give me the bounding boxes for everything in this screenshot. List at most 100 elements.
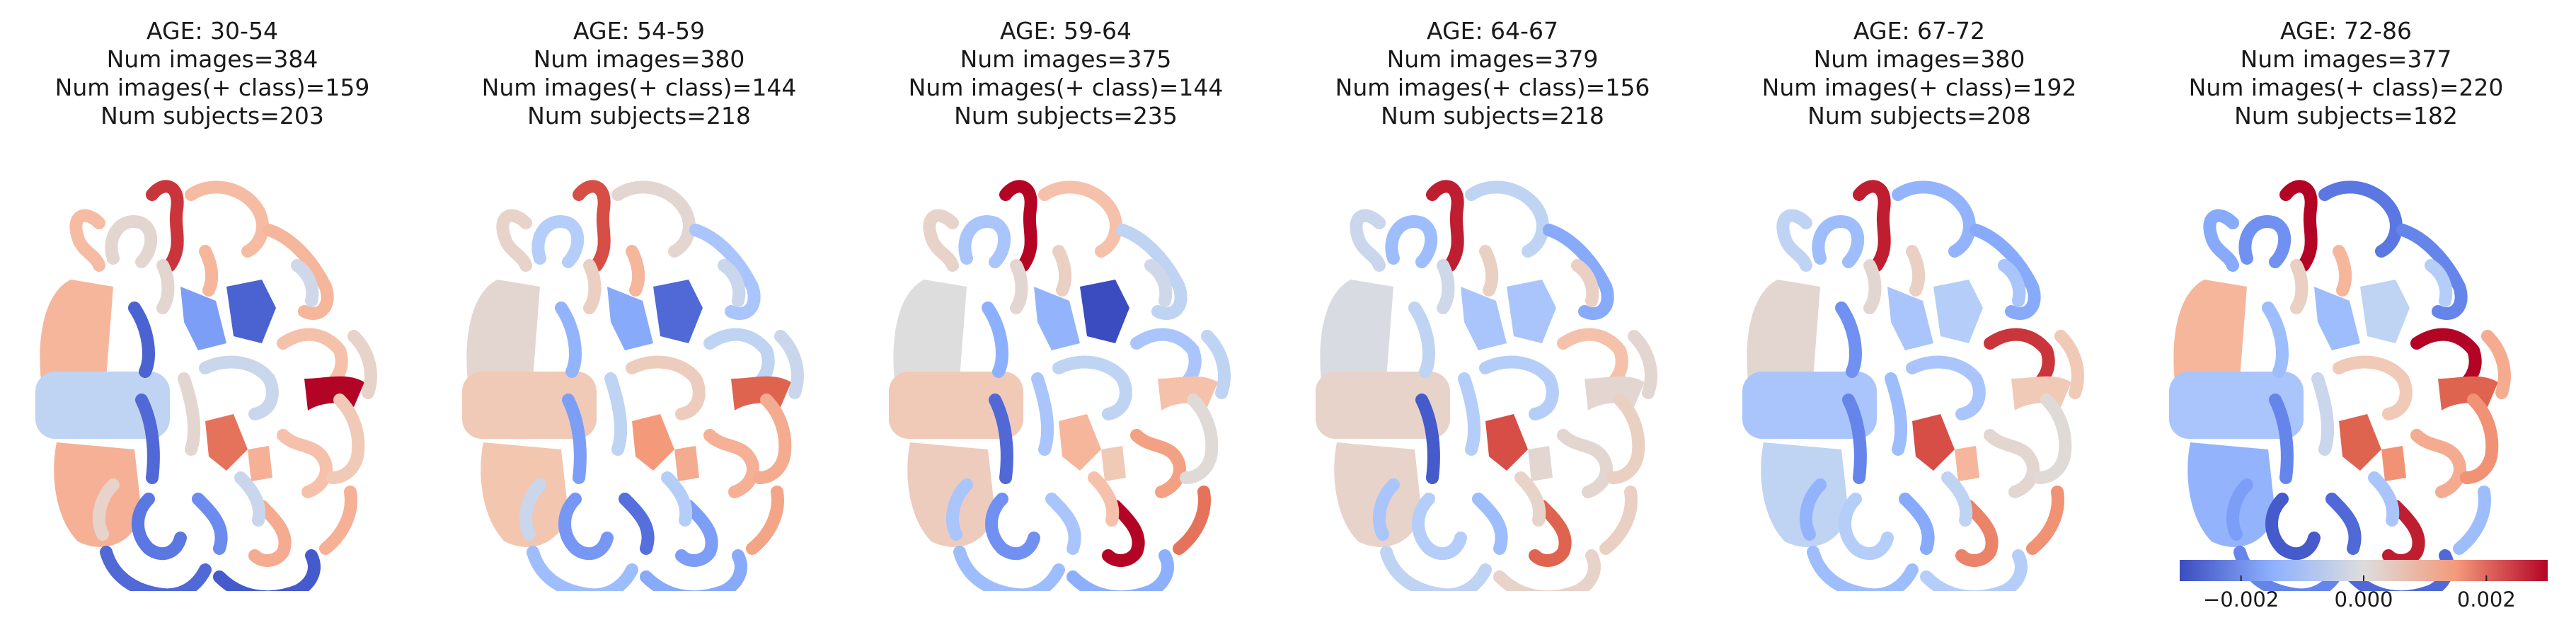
brain-region-4 xyxy=(1853,180,1891,272)
brain-region-26 xyxy=(989,394,1013,484)
colorbar-tick-label: 0.000 xyxy=(2334,587,2393,612)
brain-region-15 xyxy=(1380,546,1492,591)
panel-images: Num images=375 xyxy=(960,45,1172,73)
brain-region-9 xyxy=(1933,280,1983,343)
brain-region-31 xyxy=(199,245,219,297)
brain-region-1 xyxy=(1761,442,1848,547)
brain-region-23 xyxy=(1571,259,1599,307)
brain-region-3 xyxy=(958,215,1011,268)
brain-region-23 xyxy=(718,259,746,307)
panel-subjects: Num subjects=203 xyxy=(100,102,324,130)
brain-region-28 xyxy=(156,259,175,314)
brain-region-7 xyxy=(496,209,532,272)
brain-region-10 xyxy=(626,355,706,420)
brain-region-1 xyxy=(907,442,995,547)
brain-region-8 xyxy=(1034,287,1080,350)
brain-region-17 xyxy=(1599,486,1638,555)
brain-region-27 xyxy=(774,330,804,399)
brain-region-25 xyxy=(248,446,272,481)
brain-region-15 xyxy=(527,546,638,591)
brain-region-31 xyxy=(1906,245,1926,297)
brain-region-12 xyxy=(2438,376,2498,411)
brain-region-24 xyxy=(632,414,674,471)
brain-region-29 xyxy=(1941,471,1973,527)
brain-region-6 xyxy=(1970,224,2041,321)
brain-region-28 xyxy=(1437,259,1455,314)
panel-subjects: Num subjects=218 xyxy=(527,102,751,130)
brain-region-22 xyxy=(128,302,155,378)
panel-2: AGE: 54-59 Num images=380 Num images(+ cla… xyxy=(427,0,851,637)
brain-region-1 xyxy=(481,442,568,547)
brain-region-25 xyxy=(2381,446,2406,481)
panel-pos: Num images(+ class)=156 xyxy=(1335,74,1650,101)
panel-title: AGE: 67-72 Num images=380 Num images(+ cla… xyxy=(1707,17,2132,130)
brain-region-27 xyxy=(2481,330,2511,399)
brain-region-7 xyxy=(1350,209,1386,272)
brain-region-21 xyxy=(2311,372,2335,456)
brain-region-28 xyxy=(1010,259,1028,314)
brain-region-28 xyxy=(2290,259,2308,314)
brain-region-9 xyxy=(226,280,276,343)
brain-region-22 xyxy=(2262,302,2289,378)
brain-region-27 xyxy=(1628,330,1657,399)
brain-region-21 xyxy=(1458,372,1481,456)
brain-region-15 xyxy=(953,546,1065,591)
brain-slice xyxy=(2169,180,2511,591)
brain-region-6 xyxy=(263,224,334,321)
brain-region-19 xyxy=(619,493,655,555)
panel-pos: Num images(+ class)=159 xyxy=(54,74,370,101)
brain-region-5 xyxy=(185,180,269,258)
brain-region-5 xyxy=(1892,180,1976,258)
brain-region-19 xyxy=(192,493,228,555)
brain-region-31 xyxy=(1052,245,1072,297)
brain-slice xyxy=(1742,180,2084,591)
brain-region-5 xyxy=(611,180,696,258)
brain-region-4 xyxy=(999,180,1037,272)
brain-region-12 xyxy=(1158,376,1218,411)
brain-region-30 xyxy=(93,478,120,541)
brain-region-31 xyxy=(1479,245,1499,297)
brain-region-23 xyxy=(1144,259,1173,307)
brain-region-16 xyxy=(1920,549,2028,591)
brain-region-6 xyxy=(1116,224,1188,321)
brain-region-4 xyxy=(573,180,611,272)
panel-title: AGE: 64-67 xyxy=(1427,17,1558,45)
brain-region-19 xyxy=(1899,493,1935,555)
panel-pos: Num images(+ class)=144 xyxy=(481,74,797,101)
brain-region-15 xyxy=(1807,546,1919,591)
brain-region-10 xyxy=(1479,355,1559,420)
brain-region-15 xyxy=(100,546,212,591)
brain-region-14 xyxy=(985,493,1040,561)
panel-5: AGE: 67-72 Num images=380 Num images(+ cla… xyxy=(1707,0,2132,637)
brain-region-26 xyxy=(135,394,160,484)
brain-region-23 xyxy=(2425,259,2453,307)
panel-title: AGE: 30-54 xyxy=(146,17,278,45)
brain-region-19 xyxy=(2325,493,2362,555)
brain-region-25 xyxy=(674,446,699,481)
brain-region-29 xyxy=(1088,471,1120,527)
brain-region-7 xyxy=(69,209,105,272)
brain-region-20 xyxy=(2033,394,2072,484)
brain-region-1 xyxy=(2187,442,2275,547)
brain-slice xyxy=(35,180,377,591)
brain-region-13 xyxy=(1130,429,1186,498)
brain-region-6 xyxy=(1543,224,1614,321)
brain-region-8 xyxy=(1461,287,1507,350)
brain-region-18 xyxy=(675,500,718,567)
brain-region-9 xyxy=(1507,280,1556,343)
brain-region-9 xyxy=(2360,280,2410,343)
panel-subjects: Num subjects=182 xyxy=(2234,102,2458,130)
brain-region-14 xyxy=(2265,493,2321,561)
panel-title: AGE: 64-67 Num images=379 Num images(+ cla… xyxy=(1280,17,1705,130)
brain-region-17 xyxy=(319,486,357,555)
brain-region-20 xyxy=(2460,394,2499,484)
brain-region-21 xyxy=(1885,372,1908,456)
panel-images: Num images=377 xyxy=(2240,45,2452,73)
brain-region-3 xyxy=(1385,215,1438,268)
brain-region-30 xyxy=(1373,478,1400,541)
brain-region-26 xyxy=(2269,394,2294,484)
brain-region-7 xyxy=(1776,209,1812,272)
brain-region-14 xyxy=(558,493,614,561)
brain-region-10 xyxy=(199,355,279,420)
brain-region-4 xyxy=(1426,180,1464,272)
